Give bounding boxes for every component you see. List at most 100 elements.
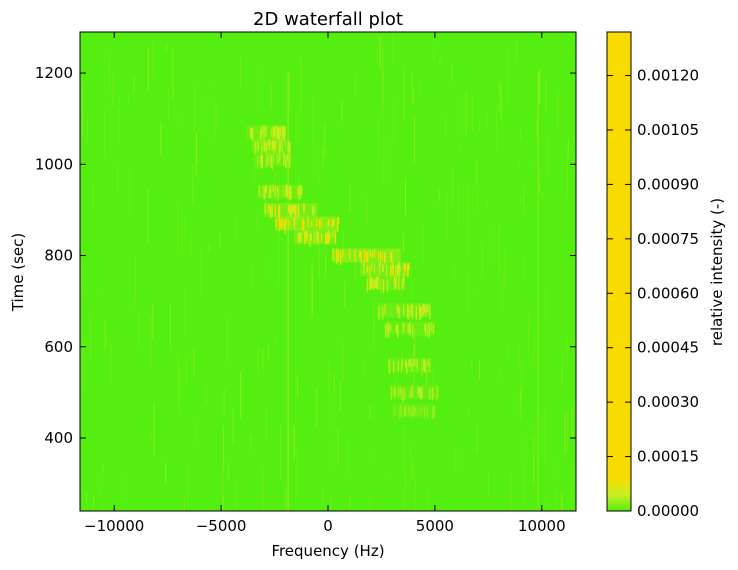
noise-streak [476,161,478,184]
signal-streak [397,262,399,273]
noise-streak [471,358,473,369]
noise-streak [89,315,91,362]
signal-streak [412,305,414,320]
signal-streak [402,322,404,333]
noise-streak [342,229,344,258]
signal-streak [327,220,329,227]
noise-streak [316,387,318,427]
signal-streak [359,252,361,260]
noise-streak [81,281,83,292]
signal-streak [265,125,267,138]
noise-streak [280,425,282,480]
signal-streak [407,405,409,416]
noise-streak [412,462,414,481]
signal-streak [270,188,272,198]
noise-streak [433,44,435,62]
noise-streak [208,244,210,252]
colorbar-label: relative intensity (-) [708,198,726,346]
signal-streak [306,230,308,242]
signal-streak [412,358,414,368]
noise-streak [521,359,523,404]
noise-streak [524,431,526,460]
signal-streak [280,140,282,152]
signal-streak [325,232,327,245]
noise-streak [544,499,546,507]
signal-streak [425,324,427,334]
noise-streak [329,367,331,410]
noise-streak [102,463,104,474]
x-tick-label: 0 [323,517,333,535]
signal-streak [369,249,371,257]
x-tick-label: −5000 [196,517,247,535]
signal-streak [381,251,383,261]
noise-streak [324,123,326,158]
signal-streak [291,205,293,219]
signal-streak [378,276,380,290]
noise-streak [340,380,342,413]
signal-streak [305,231,307,242]
noise-streak [296,450,298,498]
noise-streak [112,72,114,108]
noise-streak [133,76,135,94]
signal-streak [423,324,426,331]
noise-streak [322,489,324,506]
noise-streak [454,266,456,283]
noise-streak [455,448,457,473]
noise-streak [467,270,469,309]
noise-streak [222,496,224,511]
signal-streak [406,265,409,275]
colorbar-tick-label: 0.00030 [637,393,699,411]
signal-streak [278,127,280,135]
noise-streak [190,237,192,254]
noise-streak [342,341,344,383]
noise-streak [240,371,241,419]
noise-streak [264,252,266,284]
noise-streak [205,382,207,404]
noise-streak [333,372,335,394]
noise-streak [548,135,550,174]
signal-streak [316,218,318,228]
noise-streak [251,261,253,292]
signal-streak [326,233,328,241]
signal-streak [309,233,311,248]
noise-streak [118,96,120,143]
noise-streak [373,297,375,327]
signal-streak [394,388,396,395]
noise-streak [392,33,394,66]
noise-streak [82,80,84,136]
noise-streak [255,59,257,113]
noise-streak [354,246,356,279]
noise-streak [523,259,525,276]
signal-streak [398,306,400,319]
signal-streak [283,152,285,166]
signal-streak [399,406,401,417]
noise-streak [108,63,110,74]
signal-streak [327,230,329,245]
signal-streak [404,263,406,272]
signal-streak [374,279,376,289]
signal-streak [282,219,284,229]
noise-streak [169,303,171,350]
signal-streak [428,325,431,337]
noise-streak [566,150,568,198]
signal-streak [278,206,280,220]
noise-streak [566,409,568,455]
noise-streak [557,91,559,128]
signal-streak [284,140,286,148]
noise-streak [152,39,154,78]
noise-streak [293,425,295,460]
signal-streak [386,279,389,293]
noise-streak [405,471,407,511]
signal-streak [278,142,280,155]
signal-streak [395,277,397,288]
signal-streak [363,262,365,274]
signal-streak [382,263,384,272]
noise-streak [381,63,383,117]
noise-streak [152,303,154,341]
signal-streak [279,139,281,151]
signal-streak [390,324,392,332]
signal-streak [349,249,351,260]
noise-streak [520,197,522,204]
noise-streak [560,490,562,511]
noise-streak [533,435,535,485]
